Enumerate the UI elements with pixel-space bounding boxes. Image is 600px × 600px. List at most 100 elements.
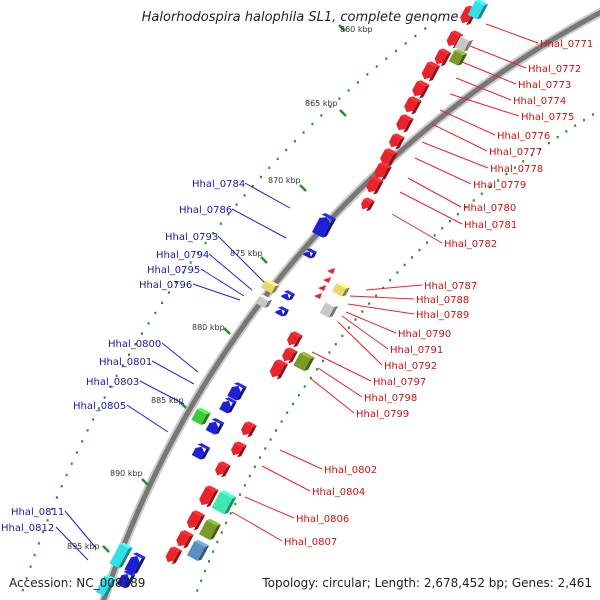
forward-gene-label: Hhal_0771 — [540, 39, 593, 50]
outer-dotted-ring — [389, 278, 392, 282]
outer-dotted-ring — [556, 135, 559, 139]
scale-tick — [299, 184, 307, 192]
reverse-gene-block — [227, 382, 247, 401]
outer-dotted-ring — [347, 326, 350, 329]
scale-label: 885 kbp — [151, 396, 184, 405]
forward-gene-leader — [231, 511, 283, 542]
forward-gene-block — [287, 331, 303, 348]
misc-feature-olive — [448, 49, 468, 66]
inner-dotted-ring — [60, 485, 63, 488]
inner-dotted-ring — [347, 89, 350, 92]
outer-dotted-ring — [239, 493, 242, 496]
forward-gene-leader — [431, 123, 488, 152]
inner-dotted-ring — [259, 175, 262, 179]
outer-dotted-ring — [234, 502, 237, 506]
outer-dotted-ring — [229, 512, 232, 515]
inner-dotted-ring — [65, 473, 68, 477]
misc-feature-gray — [454, 35, 474, 52]
forward-gene-leader — [421, 141, 489, 169]
outer-dotted-ring — [513, 166, 516, 169]
inner-dotted-ring — [21, 588, 24, 592]
forward-gene-leader — [345, 311, 397, 334]
outer-dotted-ring — [396, 271, 399, 274]
inner-dotted-ring — [70, 462, 73, 465]
forward-gene-label: Hhal_0787 — [424, 281, 477, 292]
reverse-gene-leader — [161, 342, 199, 373]
inner-dotted-ring — [424, 27, 427, 30]
outer-dotted-ring — [216, 540, 219, 544]
outer-dotted-ring — [418, 248, 421, 252]
outer-dotted-ring — [354, 318, 357, 321]
reverse-gene-leader — [64, 510, 97, 549]
scale-label: 875 kbp — [230, 249, 263, 258]
outer-dotted-ring — [441, 227, 444, 230]
inner-dotted-ring — [97, 407, 100, 410]
forward-gene-label: Hhal_0782 — [444, 239, 497, 250]
forward-gene-label: Hhal_0780 — [463, 203, 516, 214]
forward-gene-label: Hhal_0779 — [473, 180, 526, 191]
forward-gene-block — [215, 461, 231, 478]
reverse-gene-label: Hhal_0786 — [179, 205, 232, 216]
forward-gene-leader — [349, 295, 415, 300]
forward-gene-label: Hhal_0806 — [296, 514, 349, 525]
inner-dotted-ring — [121, 364, 124, 367]
reverse-gene-label: Hhal_0803 — [86, 377, 139, 388]
misc-feature-gray — [319, 301, 339, 318]
inner-dotted-ring — [182, 271, 185, 274]
reverse-gene-leader — [55, 526, 89, 561]
inner-dotted-ring — [385, 57, 388, 60]
reverse-gene-label: Hhal_0784 — [192, 179, 245, 190]
forward-gene-leader — [337, 321, 383, 366]
forward-gene-leader — [391, 213, 443, 244]
inner-dotted-ring — [154, 311, 157, 315]
inner-dotted-ring — [196, 251, 199, 254]
outer-dotted-ring — [280, 420, 283, 423]
scale-label: 870 kbp — [268, 176, 301, 185]
forward-gene-leader — [341, 315, 389, 350]
misc-feature-cyan — [109, 542, 133, 569]
outer-dotted-ring — [456, 212, 459, 216]
outer-dotted-ring — [200, 579, 203, 582]
inner-dotted-ring — [175, 281, 178, 284]
outer-dotted-ring — [309, 376, 312, 380]
forward-gene-block — [269, 359, 289, 380]
forward-gene-leader — [311, 351, 372, 382]
reverse-gene-block — [275, 306, 289, 317]
inner-dotted-ring — [285, 148, 288, 152]
forward-gene-label: Hhal_0807 — [284, 537, 337, 548]
scale-tick — [102, 545, 110, 553]
forward-gene-label: Hhal_0773 — [518, 80, 571, 91]
inner-dotted-ring — [42, 530, 45, 534]
reverse-gene-label: Hhal_0794 — [156, 250, 209, 261]
inner-dotted-ring — [109, 385, 112, 388]
outer-dotted-ring — [259, 456, 262, 459]
outer-dotted-ring — [361, 310, 364, 313]
inner-dotted-ring — [276, 157, 279, 161]
forward-gene-block — [186, 510, 206, 531]
reverse-gene-label: Hhal_0796 — [139, 280, 192, 291]
forward-gene-block — [404, 96, 422, 115]
outer-dotted-ring — [565, 130, 568, 133]
inner-dotted-ring — [55, 496, 58, 499]
outer-dotted-ring — [464, 206, 467, 209]
outer-dotted-ring — [315, 368, 318, 371]
inner-dotted-ring — [37, 542, 40, 545]
inner-dotted-ring — [329, 105, 332, 109]
inner-dotted-ring — [434, 20, 437, 23]
forward-gene-leader — [439, 109, 496, 136]
outer-dotted-ring — [403, 263, 406, 267]
inner-dotted-ring — [394, 49, 397, 53]
reverse-gene-leader — [192, 283, 241, 301]
reverse-gene-label: Hhal_0795 — [147, 265, 200, 276]
outer-dotted-ring — [382, 286, 385, 290]
outer-dotted-ring — [220, 531, 223, 534]
outer-dotted-ring — [212, 550, 215, 553]
forward-gene-block — [380, 148, 398, 167]
forward-gene-label: Hhal_0776 — [497, 131, 550, 142]
reverse-gene-block — [281, 290, 295, 301]
forward-gene-block — [412, 80, 430, 99]
forward-gene-leader — [261, 465, 311, 492]
genome-title: Halorhodospira halophila SL1, complete g… — [141, 10, 459, 25]
forward-gene-leader — [309, 377, 355, 414]
forward-gene-leader — [317, 367, 363, 398]
